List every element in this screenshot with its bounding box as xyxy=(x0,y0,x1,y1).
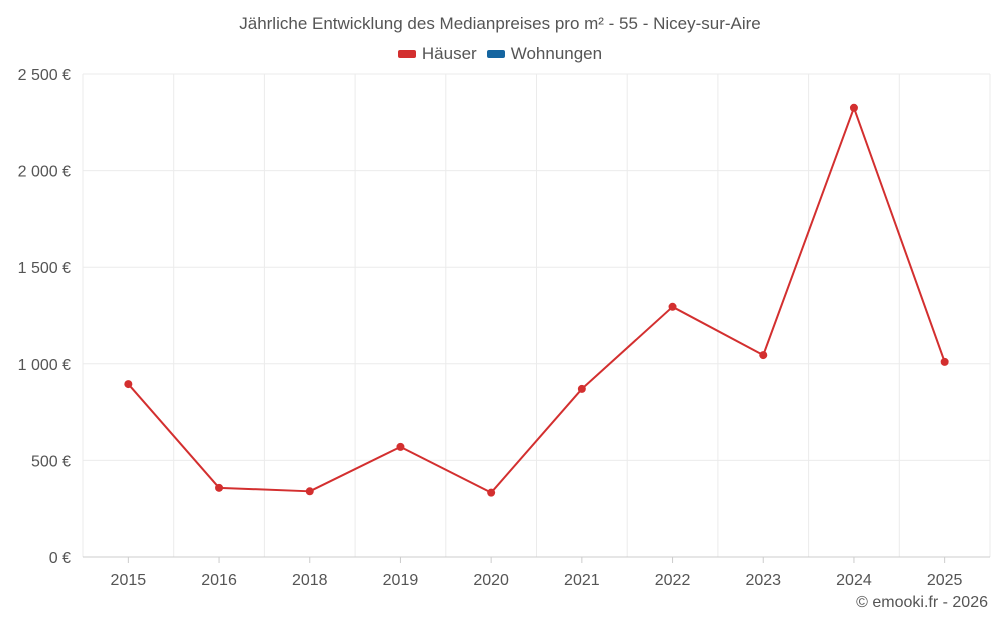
y-tick-label-2500: 2 500 € xyxy=(18,67,71,84)
data-point-2022 xyxy=(668,302,677,311)
data-point-2024 xyxy=(849,103,858,112)
y-tick-label-1500: 1 500 € xyxy=(18,260,71,277)
series-line-0 xyxy=(127,106,946,494)
x-tick-label-2020: 2020 xyxy=(473,572,509,589)
data-point-2023 xyxy=(759,351,768,360)
data-point-2021 xyxy=(577,384,586,393)
data-point-2025 xyxy=(940,357,949,366)
chart-legend: Häuser Wohnungen xyxy=(0,44,1000,64)
x-tick-label-2022: 2022 xyxy=(655,572,691,589)
legend-item-wohnungen[interactable]: Wohnungen xyxy=(486,44,603,64)
x-tick-label-2018: 2018 xyxy=(292,572,328,589)
chart-title: Jährliche Entwicklung des Medianpreises … xyxy=(239,14,761,33)
data-point-2018 xyxy=(305,487,314,496)
legend-item-haeuser[interactable]: Häuser xyxy=(397,44,477,64)
x-tick-label-2023: 2023 xyxy=(745,572,781,589)
legend-label-haeuser: Häuser xyxy=(421,44,477,63)
x-tick-label-2019: 2019 xyxy=(383,572,419,589)
x-tick-label-2024: 2024 xyxy=(836,572,872,589)
data-point-2016 xyxy=(215,483,224,492)
axes xyxy=(83,556,990,563)
legend-swatch-wohnungen xyxy=(486,50,505,58)
data-point-2015 xyxy=(124,380,133,389)
y-tick-label-0: 0 € xyxy=(49,550,71,567)
series xyxy=(124,103,949,497)
grid-lines xyxy=(82,73,991,557)
legend-label-wohnungen: Wohnungen xyxy=(510,44,603,63)
y-tick-label-1000: 1 000 € xyxy=(18,357,71,374)
x-tick-label-2016: 2016 xyxy=(201,572,237,589)
y-tick-label-2000: 2 000 € xyxy=(18,164,71,181)
x-tick-label-2015: 2015 xyxy=(111,572,147,589)
credit-text: © emooki.fr - 2026 xyxy=(856,594,988,611)
tick-labels: 0 € 500 € 1 000 € 1 500 € 2 000 € 2 500 € 2015… xyxy=(18,67,963,589)
x-tick-label-2025: 2025 xyxy=(927,572,963,589)
y-tick-label-500: 500 € xyxy=(31,453,71,470)
data-point-2020 xyxy=(487,488,496,497)
legend-swatch-haeuser xyxy=(397,50,416,58)
x-tick-label-2021: 2021 xyxy=(564,572,600,589)
data-point-2019 xyxy=(396,442,405,451)
